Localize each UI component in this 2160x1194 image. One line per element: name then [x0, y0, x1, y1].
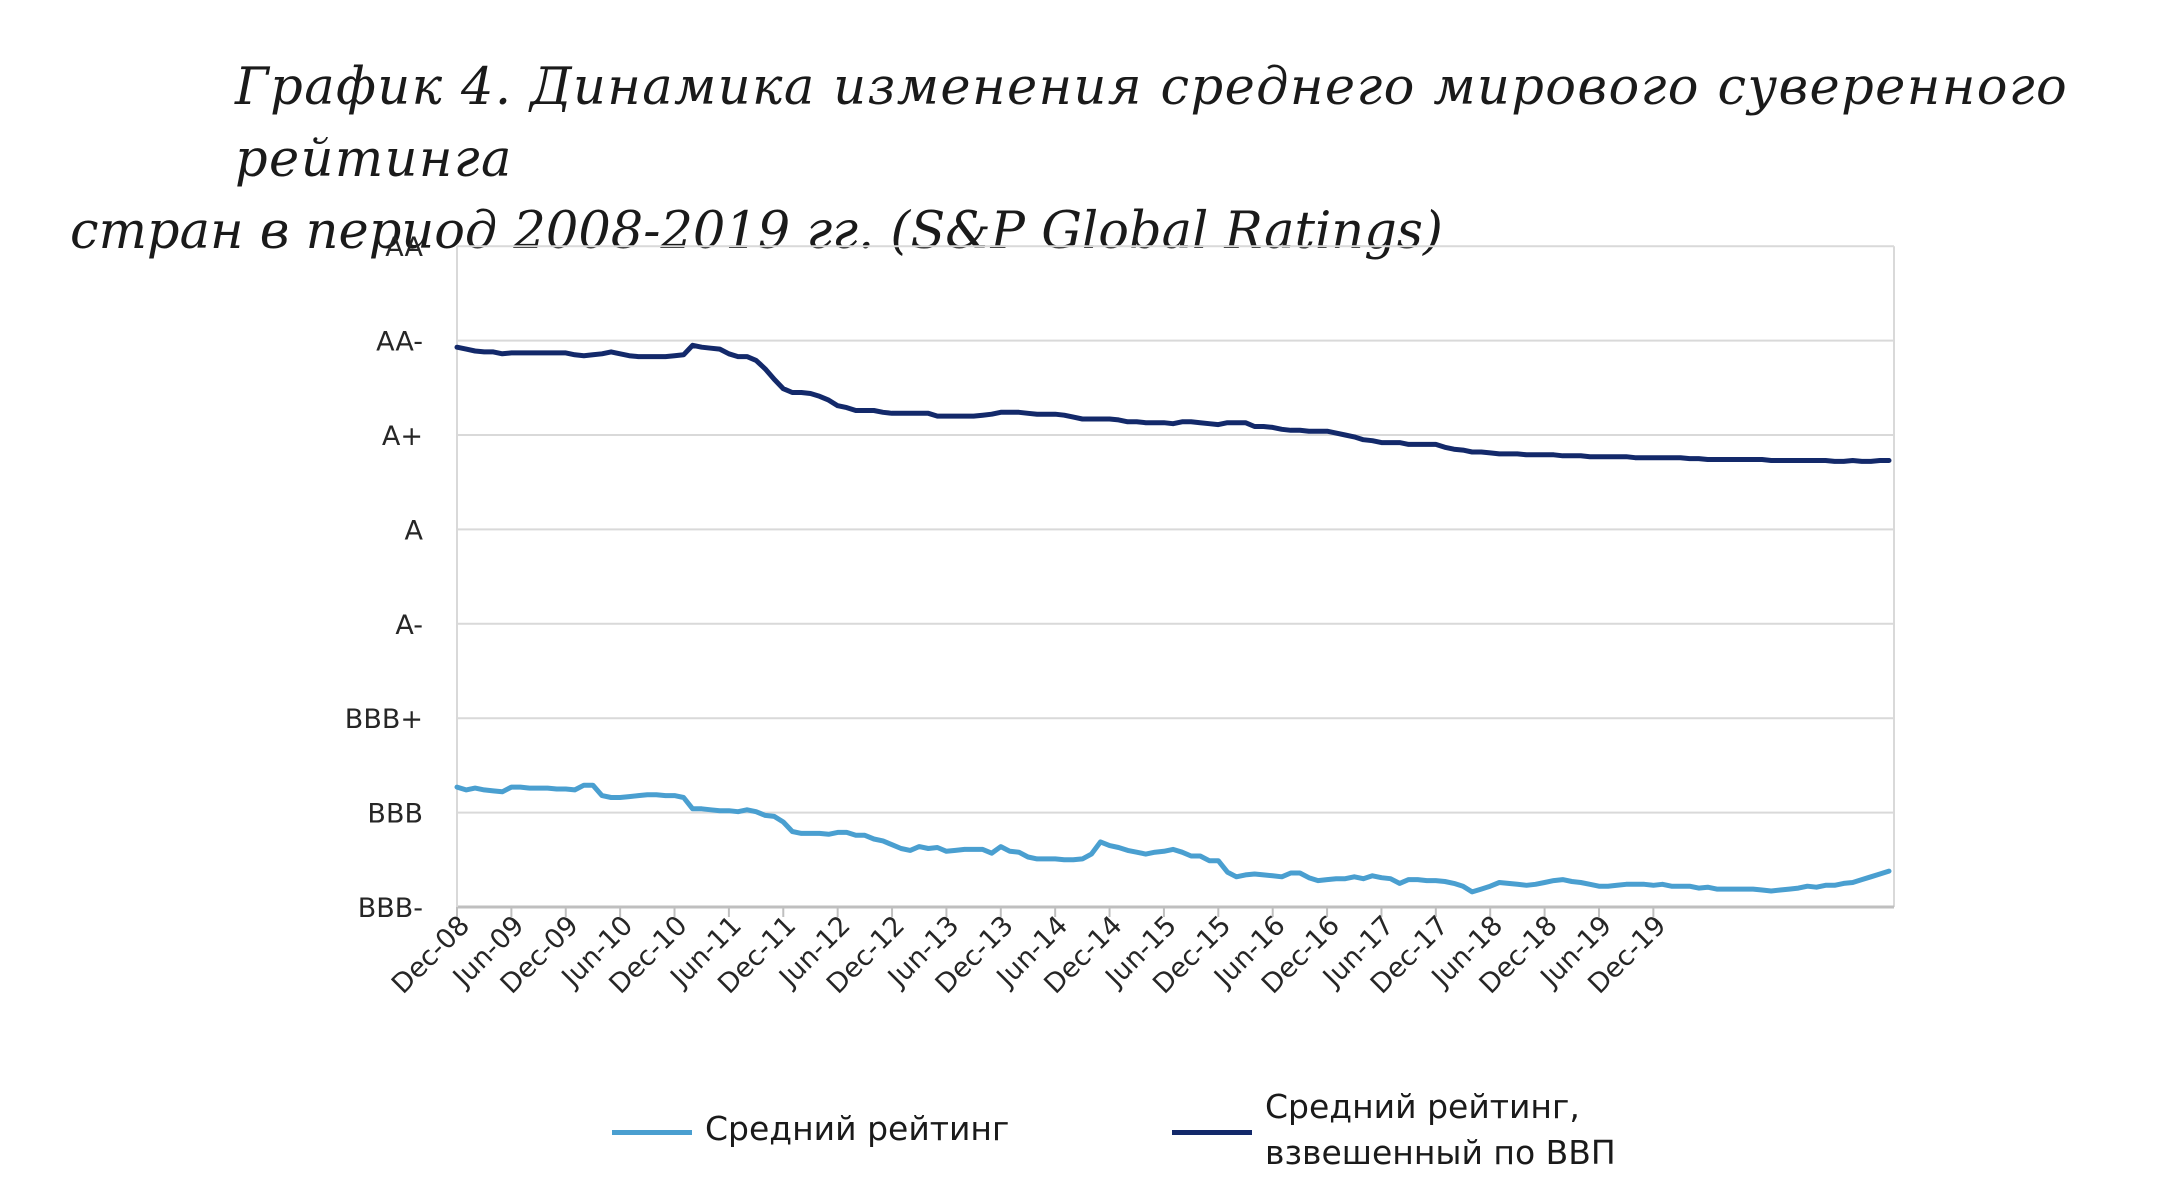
- chart-title-line-1: График 4. Динамика изменения среднего ми…: [235, 58, 2069, 189]
- y-tick-label: BBB: [367, 799, 423, 830]
- series-line-weighted: [454, 342, 1892, 464]
- y-tick-label: A-: [395, 610, 423, 641]
- y-tick-label: AA-: [376, 327, 423, 358]
- series-line-average: [454, 782, 1892, 895]
- x-axis-ticks: Dec-08Jun-09Dec-09Jun-10Dec-10Jun-11Dec-…: [386, 907, 1672, 1000]
- gridlines: [457, 245, 1895, 907]
- y-tick-label: AA: [385, 232, 423, 263]
- x-axis: [456, 246, 1894, 909]
- y-tick-label: BBB-: [358, 893, 423, 924]
- y-tick-label: A: [405, 515, 424, 546]
- y-tick-label: BBB+: [345, 704, 423, 735]
- y-tick-label: A+: [382, 421, 423, 452]
- legend-label-weighted-line-1: Средний рейтинг,: [1265, 1087, 1580, 1126]
- chart-title-line-2: стран в период 2008-2019 гг. (S&P Global…: [70, 202, 1443, 261]
- chart-title: График 4. Динамика изменения среднего ми…: [70, 52, 2130, 268]
- series-lines: [454, 342, 1892, 895]
- legend-swatch-average: [612, 1130, 692, 1135]
- legend-label-average: Средний рейтинг: [705, 1109, 1010, 1148]
- legend-swatch-weighted: [1172, 1130, 1252, 1135]
- legend-label-weighted-line-2: взвешенный по ВВП: [1265, 1133, 1616, 1172]
- y-axis-ticks: BBB- BBB BBB+ A- A A+ AA- AA: [345, 232, 424, 924]
- line-chart: BBB- BBB BBB+ A- A A+ AA- AA Dec-08Jun-09Dec-09…: [345, 232, 1895, 1000]
